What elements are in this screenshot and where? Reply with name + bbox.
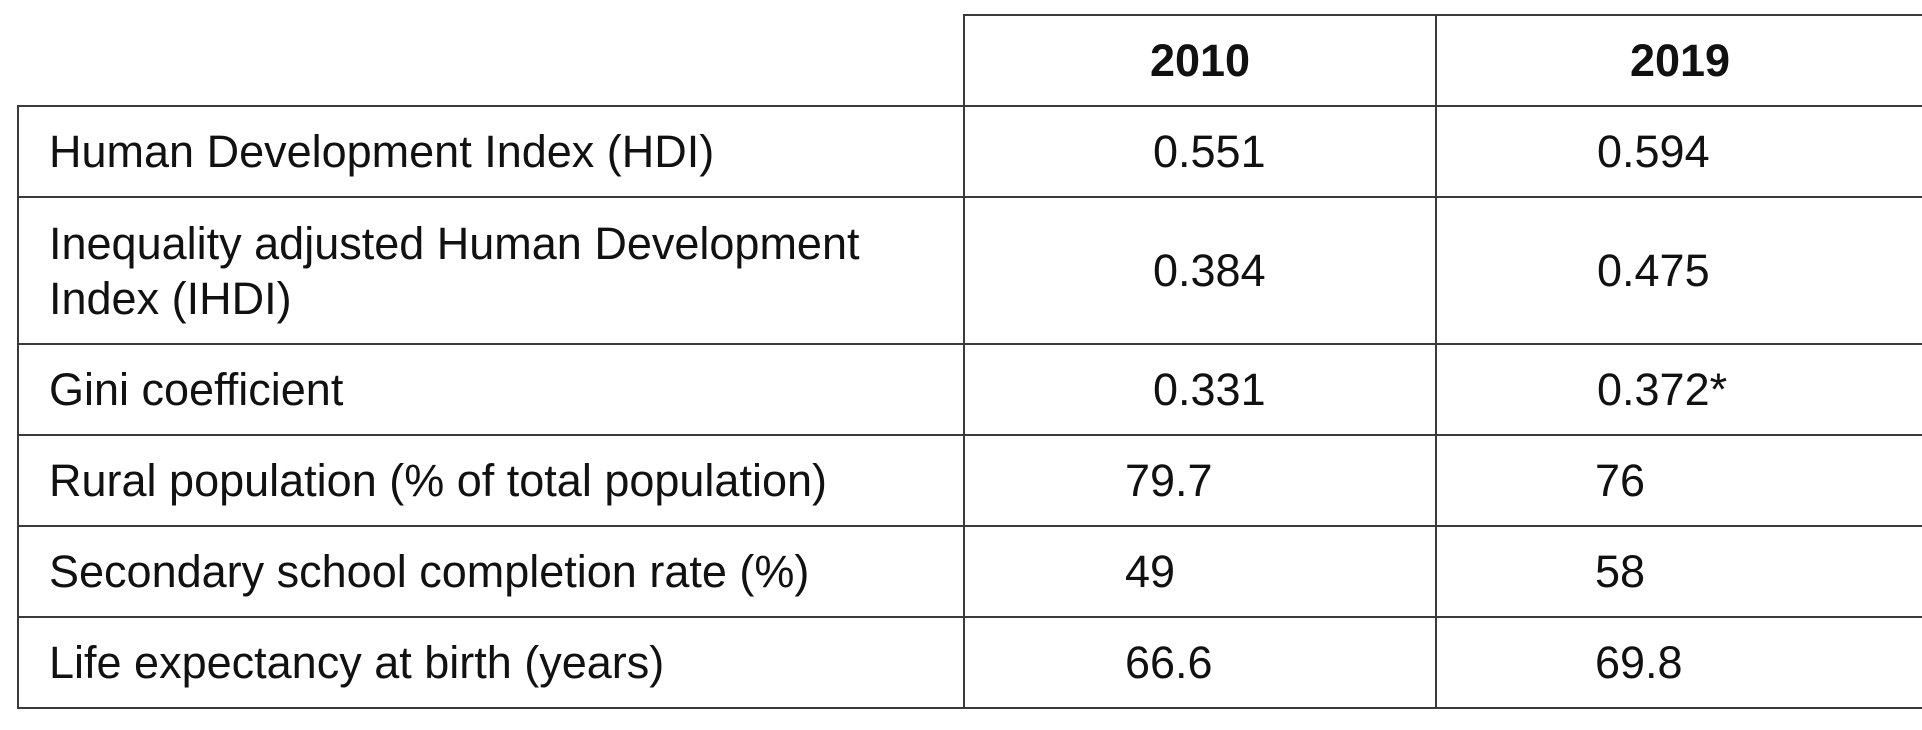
table-row-ihdi: Inequality adjusted Human Development In… bbox=[17, 196, 1922, 345]
value-2010: 0.331 bbox=[963, 343, 1437, 436]
row-label: Human Development Index (HDI) bbox=[17, 105, 965, 198]
value-2010: 0.551 bbox=[963, 105, 1437, 198]
row-label: Inequality adjusted Human Development In… bbox=[17, 196, 965, 345]
value-2019: 0.475 bbox=[1435, 196, 1922, 345]
indicator-table: 2010 2019 Human Development Index (HDI) … bbox=[17, 14, 1922, 709]
row-label: Gini coefficient bbox=[17, 343, 965, 436]
table-row-life-expectancy: Life expectancy at birth (years) 66.6 69… bbox=[17, 616, 1922, 709]
table-row-hdi: Human Development Index (HDI) 0.551 0.59… bbox=[17, 105, 1922, 198]
value-2019: 0.594 bbox=[1435, 105, 1922, 198]
indicator-table-container: 2010 2019 Human Development Index (HDI) … bbox=[17, 14, 1922, 709]
value-2019: 76 bbox=[1435, 434, 1922, 527]
value-2010: 66.6 bbox=[963, 616, 1437, 709]
header-corner-cell bbox=[18, 15, 965, 107]
column-header-2010: 2010 bbox=[963, 14, 1437, 107]
value-2010: 79.7 bbox=[963, 434, 1437, 527]
value-2019: 0.372* bbox=[1435, 343, 1922, 436]
table-row-secondary-completion: Secondary school completion rate (%) 49 … bbox=[17, 525, 1922, 618]
row-label: Rural population (% of total population) bbox=[17, 434, 965, 527]
row-label: Life expectancy at birth (years) bbox=[17, 616, 965, 709]
header-row: 2010 2019 bbox=[18, 14, 1922, 107]
value-2010: 49 bbox=[963, 525, 1437, 618]
value-2019: 69.8 bbox=[1435, 616, 1922, 709]
table-row-gini: Gini coefficient 0.331 0.372* bbox=[17, 343, 1922, 436]
column-header-2019: 2019 bbox=[1435, 14, 1922, 107]
value-2010: 0.384 bbox=[963, 196, 1437, 345]
row-label: Secondary school completion rate (%) bbox=[17, 525, 965, 618]
value-2019: 58 bbox=[1435, 525, 1922, 618]
table-row-rural-population: Rural population (% of total population)… bbox=[17, 434, 1922, 527]
